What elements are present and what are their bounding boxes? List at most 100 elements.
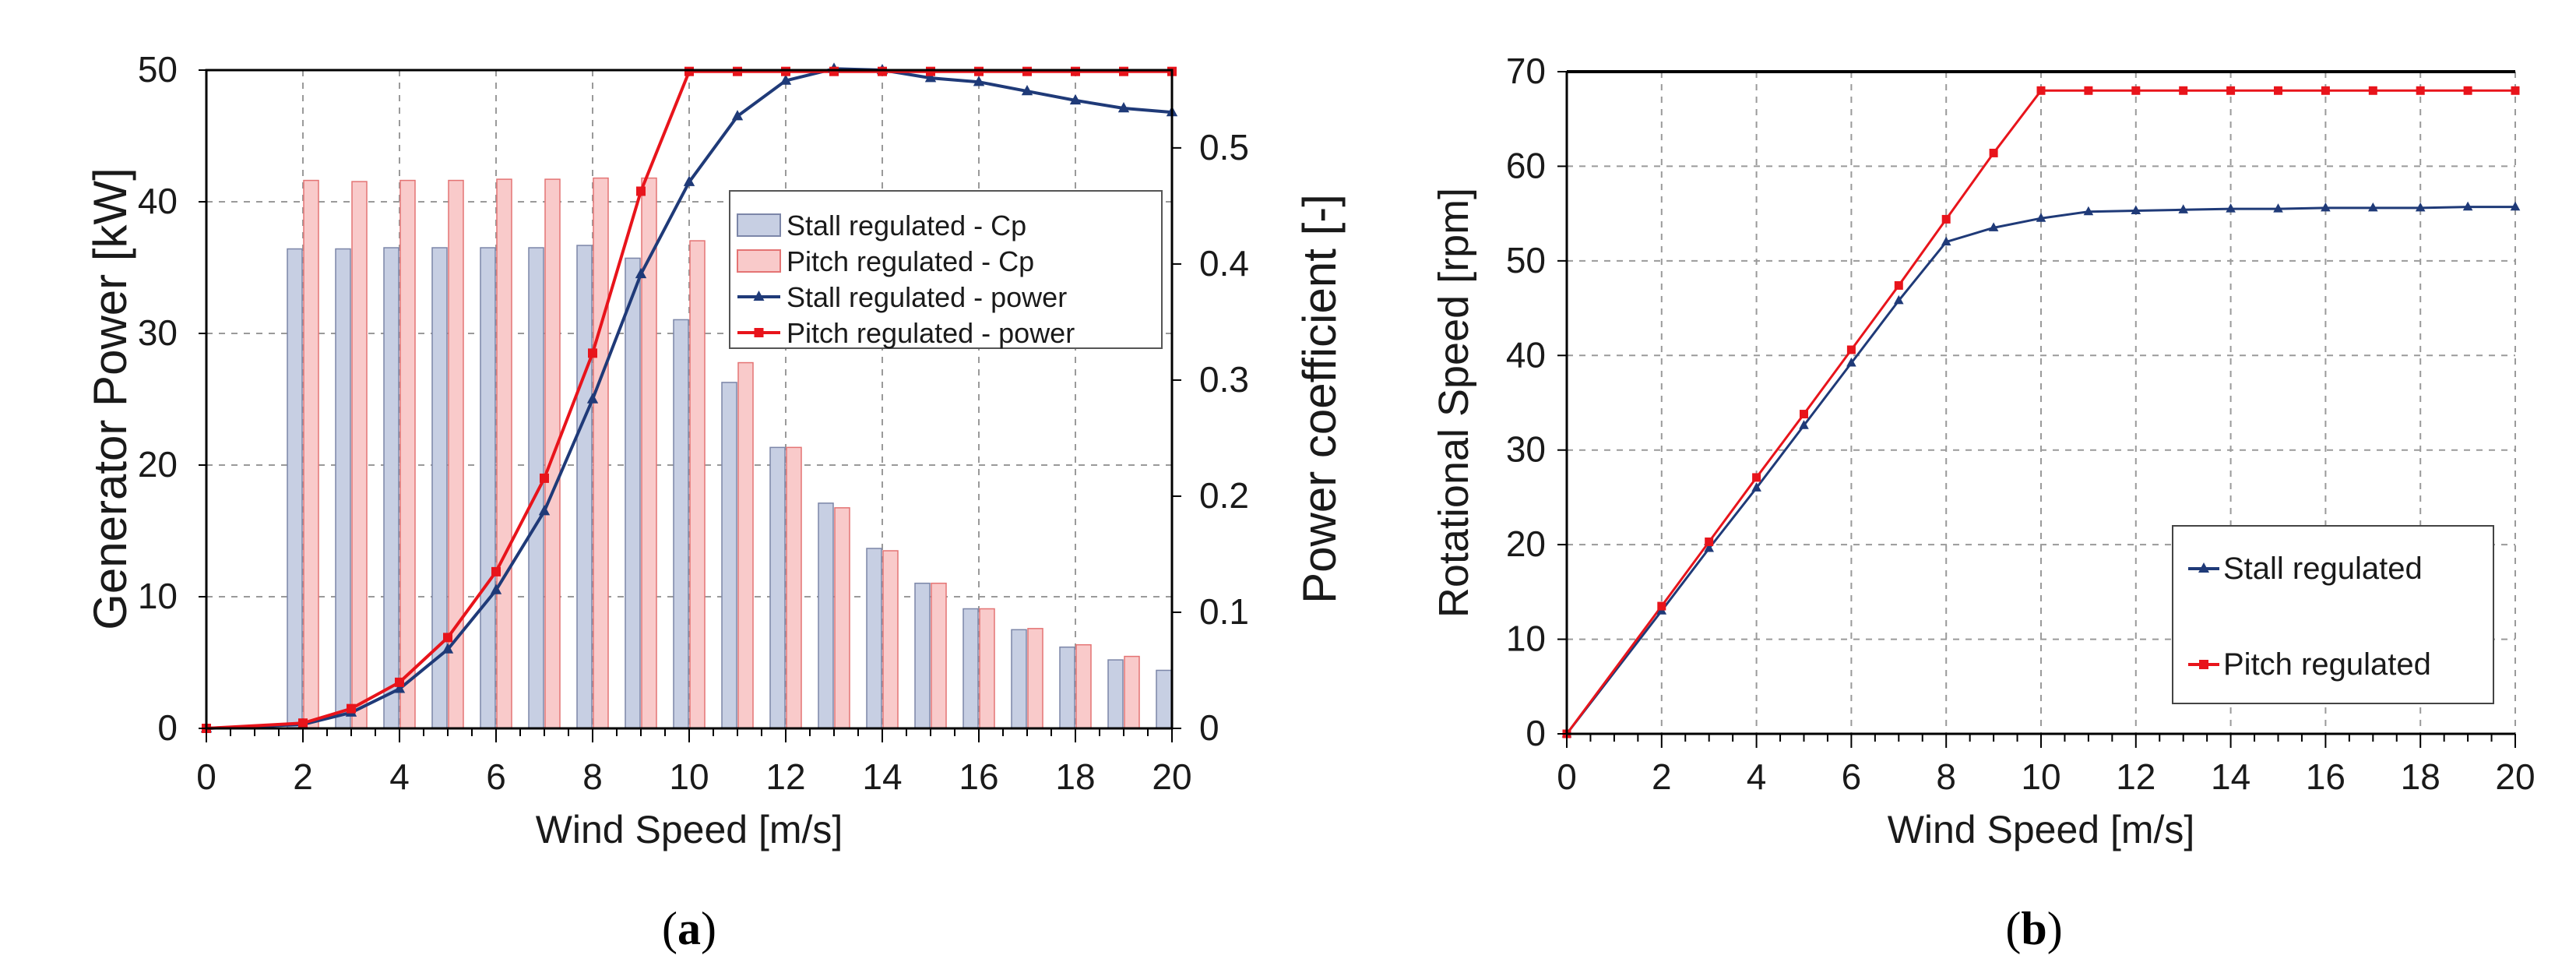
marker-stall-regulated (2321, 202, 2331, 212)
marker-pitch-power (974, 66, 984, 76)
marker-stall-power (683, 175, 695, 186)
bar-stall-cp (383, 247, 399, 729)
marker-stall-power (538, 505, 551, 516)
marker-stall-regulated (1846, 358, 1856, 367)
panel-a-x-tick-label: 18 (1055, 756, 1095, 797)
panel-a-y-left-tick-label: 50 (138, 49, 178, 90)
marker-pitch-power (443, 633, 452, 643)
legend-marker-pitch-regulated (2199, 660, 2208, 669)
panel-b-y-tick-label: 0 (1526, 713, 1546, 753)
marker-stall-regulated (2083, 206, 2094, 216)
panel-b-y-tick-label: 50 (1506, 240, 1546, 280)
legend-item-stall-power: Stall regulated - power (737, 281, 1067, 313)
panel-a-power-cp-chart: 0 2 4 6 8 10 12 14 16 18 20 0 10 20 30 40 50 0 0.1 0.2 0.3… (84, 49, 1346, 954)
marker-stall-power (442, 643, 454, 654)
legend-label-stall-cp: Stall regulated - Cp (787, 210, 1026, 241)
marker-stall-power (731, 110, 744, 121)
bar-stall-cp (769, 446, 786, 729)
panel-a-y-right-tick-label: 0.1 (1199, 591, 1249, 632)
panel-a-x-tick-label: 12 (765, 756, 805, 797)
marker-pitch-power (781, 66, 790, 76)
panel-a-grid (206, 70, 1172, 728)
panel-a-cp-bars (287, 177, 1172, 729)
marker-pitch-power (347, 703, 356, 714)
marker-pitch-power (1071, 66, 1080, 76)
panel-b-x-ticks: 0 2 4 6 8 10 12 14 16 18 20 (1557, 734, 2536, 797)
marker-stall-power (779, 74, 792, 85)
panel-a-y-right-tick-label: 0.4 (1199, 243, 1249, 284)
panel-a-x-tick-label: 16 (959, 756, 998, 797)
bar-pitch-cp (1027, 628, 1043, 729)
marker-pitch-regulated (1989, 148, 1998, 157)
marker-pitch-power (684, 66, 694, 76)
legend-label-pitch-cp: Pitch regulated - Cp (787, 245, 1034, 277)
panel-a-y-right-axis-label: Power coefficient [-] (1293, 194, 1346, 604)
panel-a-legend-box (729, 190, 1163, 349)
marker-pitch-power (926, 66, 935, 76)
legend-label-pitch-power: Pitch regulated - power (787, 317, 1075, 349)
panel-a-x-tick-label: 4 (389, 756, 410, 797)
panel-a-y-left-ticks: 0 10 20 30 40 50 (138, 49, 206, 748)
bar-pitch-cp (593, 177, 609, 729)
marker-pitch-power (878, 66, 887, 76)
panel-b-x-tick-label: 4 (1747, 756, 1767, 797)
bar-stall-cp (914, 582, 931, 729)
panel-a-legend: Stall regulated - Cp Pitch regulated - C… (729, 190, 1163, 349)
panel-a-x-tick-label: 8 (582, 756, 603, 797)
marker-pitch-regulated (2084, 86, 2093, 95)
bar-pitch-cp (689, 240, 706, 729)
marker-stall-power (393, 682, 406, 693)
legend-marker-pitch-power (754, 328, 764, 337)
legend-item-pitch-cp: Pitch regulated - Cp (737, 245, 1034, 277)
bar-stall-cp (625, 257, 641, 729)
marker-stall-regulated (2273, 203, 2283, 213)
bar-pitch-cp (399, 179, 416, 729)
panel-b-x-tick-label: 20 (2495, 756, 2535, 797)
panel-a-y-left-tick-label: 40 (138, 181, 178, 221)
bar-pitch-cp (834, 507, 850, 729)
marker-pitch-regulated (1705, 538, 1714, 546)
marker-stall-power (586, 393, 599, 404)
bar-pitch-cp (1124, 655, 1140, 729)
marker-stall-power (1069, 93, 1082, 105)
marker-pitch-regulated (2274, 86, 2282, 95)
legend-marker-stall-power (753, 291, 765, 301)
marker-pitch-regulated (2179, 86, 2188, 95)
marker-stall-regulated (1988, 222, 1999, 231)
marker-pitch-regulated (2416, 86, 2425, 95)
bar-stall-cp (673, 319, 689, 729)
panel-a-y-left-tick-label: 20 (138, 444, 178, 485)
bar-stall-cp (335, 248, 351, 729)
panel-b-x-tick-label: 2 (1652, 756, 1672, 797)
marker-pitch-power (733, 66, 742, 76)
panel-b-x-tick-label: 14 (2211, 756, 2250, 797)
marker-pitch-regulated (1894, 280, 1903, 290)
panel-b-y-axis-label: Rotational Speed [rpm] (1431, 188, 1477, 618)
bar-pitch-cp (351, 181, 368, 729)
panel-a-x-tick-label: 10 (669, 756, 709, 797)
panel-b-x-tick-label: 16 (2306, 756, 2345, 797)
legend-label-pitch-regulated: Pitch regulated (2223, 647, 2431, 682)
bar-stall-cp (721, 382, 737, 729)
marker-stall-power (1021, 85, 1033, 96)
panel-a-y-left-tick-label: 30 (138, 312, 178, 353)
panel-a-y-right-tick-label: 0.3 (1199, 359, 1249, 400)
marker-stall-regulated (1799, 420, 1809, 429)
panel-b-x-tick-label: 6 (1842, 756, 1862, 797)
panel-a-x-axis-label: Wind Speed [m/s] (536, 808, 843, 851)
marker-stall-regulated (1894, 294, 1904, 305)
panel-b-legend-box (2172, 525, 2494, 704)
marker-pitch-regulated (1941, 214, 1951, 224)
marker-pitch-regulated (2368, 86, 2377, 95)
panel-b-x-tick-label: 10 (2021, 756, 2060, 797)
marker-pitch-regulated (1846, 345, 1856, 354)
marker-pitch-power (395, 677, 404, 687)
panel-a-y-right-tick-label: 0 (1199, 707, 1219, 748)
marker-pitch-regulated (2511, 86, 2520, 95)
bar-stall-cp (1059, 646, 1075, 729)
bar-stall-cp (818, 502, 834, 729)
marker-stall-regulated (1704, 543, 1714, 552)
bar-pitch-cp (882, 550, 899, 729)
panel-b-x-tick-label: 18 (2401, 756, 2441, 797)
